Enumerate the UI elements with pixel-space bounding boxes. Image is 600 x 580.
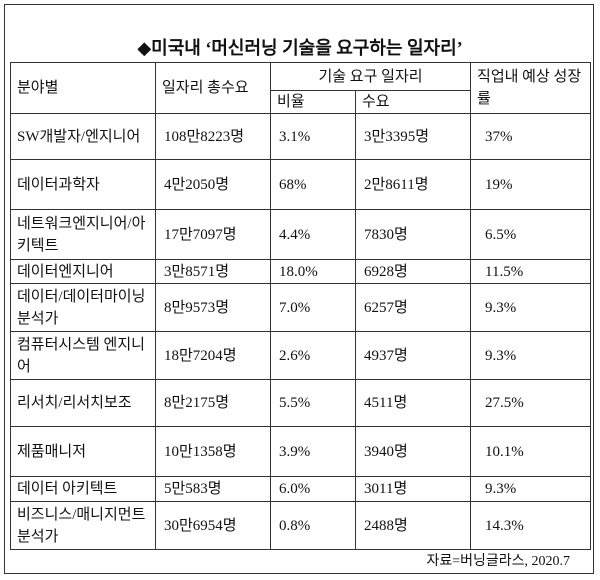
table-cell: 4만2050명 [155, 159, 271, 210]
table-cell: 9.3% [470, 331, 592, 380]
table-cell: 5.5% [270, 379, 356, 427]
table-cell: 27.5% [470, 379, 592, 427]
table-cell: 3만3395명 [354, 113, 472, 160]
header-cell: 일자리 총수요 [155, 62, 271, 114]
table-body: SW개발자/엔지니어 108만8223명 3.1% 3만3395명 37% 데이터과학자 4… [10, 113, 592, 550]
table-cell: 8만2175명 [155, 379, 271, 427]
table-row: 네트워크엔지니어/아키텍트 17만7097명 4.4% 7830명 6.5% [10, 209, 592, 260]
table-cell: 6257명 [354, 283, 472, 332]
table-cell: 데이터 아키텍트 [10, 476, 156, 502]
table-cell: 네트워크엔지니어/아키텍트 [10, 209, 156, 260]
table-row: SW개발자/엔지니어 108만8223명 3.1% 3만3395명 37% [10, 113, 592, 160]
table-cell: 7.0% [270, 283, 356, 332]
table-cell: 2488명 [354, 501, 472, 550]
table-cell: 68% [270, 159, 356, 210]
frame [4, 4, 594, 574]
jobs-table: 분야별 일자리 총수요 기술 요구 일자리 직업내 예상 성장률 비율 수요 S… [10, 62, 592, 550]
header-cell: 비율 [270, 90, 356, 114]
table-cell: 9.3% [470, 476, 592, 502]
table-cell: 컴퓨터시스템 엔지니어 [10, 331, 156, 380]
table-row: 리서치/리서치보조 8만2175명 5.5% 4511명 27.5% [10, 379, 592, 427]
table-row: 데이터엔지니어 3만8571명 18.0% 6928명 11.5% [10, 259, 592, 284]
table-cell: 18.0% [270, 259, 356, 284]
table-cell: 10만1358명 [155, 426, 271, 477]
table-cell: 14.3% [470, 501, 592, 550]
table-row: 비즈니스/매니지먼트 분석가 30만6954명 0.8% 2488명 14.3% [10, 501, 592, 550]
table-cell: 데이터/데이터마이닝 분석가 [10, 283, 156, 332]
table-cell: 3만8571명 [155, 259, 271, 284]
table-cell: 2.6% [270, 331, 356, 380]
table-cell: 6.0% [270, 476, 356, 502]
table-cell: 5만583명 [155, 476, 271, 502]
table-cell: 10.1% [470, 426, 592, 477]
table-cell: 30만6954명 [155, 501, 271, 550]
table-cell: 18만7204명 [155, 331, 271, 380]
table-row: 컴퓨터시스템 엔지니어 18만7204명 2.6% 4937명 9.3% [10, 331, 592, 380]
table-cell: 3011명 [354, 476, 472, 502]
table-cell: 4.4% [270, 209, 356, 260]
table-cell: 4937명 [354, 331, 472, 380]
table-cell: 108만8223명 [155, 113, 271, 160]
source: 자료=버닝글라스, 2020.7 [426, 554, 570, 569]
table-row: 데이터/데이터마이닝 분석가 8만9573명 7.0% 6257명 9.3% [10, 283, 592, 332]
table-row: 데이터과학자 4만2050명 68% 2만8611명 19% [10, 159, 592, 210]
table-cell: 2만8611명 [354, 159, 472, 210]
table-cell: 0.8% [270, 501, 356, 550]
table-cell: 9.3% [470, 283, 592, 332]
table-row: 제품매니저 10만1358명 3.9% 3940명 10.1% [10, 426, 592, 477]
table-cell: 8만9573명 [155, 283, 271, 332]
table-cell: 비즈니스/매니지먼트 분석가 [10, 501, 156, 550]
table-cell: 17만7097명 [155, 209, 271, 260]
table-cell: 11.5% [470, 259, 592, 284]
table-cell: 데이터엔지니어 [10, 259, 156, 284]
table-row: 데이터 아키텍트 5만583명 6.0% 3011명 9.3% [10, 476, 592, 502]
table-cell: 6.5% [470, 209, 592, 260]
header-cell: 분야별 [10, 62, 156, 114]
table-cell: 7830명 [354, 209, 472, 260]
header-cell: 기술 요구 일자리 [269, 62, 472, 91]
table-cell: 제품매니저 [10, 426, 156, 477]
table-cell: SW개발자/엔지니어 [10, 113, 156, 160]
table-cell: 3.1% [270, 113, 356, 160]
title: ◆미국내 ‘머신러닝 기술을 요구하는 일자리’ [137, 38, 463, 58]
table-cell: 3.9% [270, 426, 356, 477]
table-cell: 37% [470, 113, 592, 160]
header-cell: 직업내 예상 성장률 [470, 62, 592, 114]
table-cell: 4511명 [354, 379, 472, 427]
table-cell: 리서치/리서치보조 [10, 379, 156, 427]
table-cell: 데이터과학자 [10, 159, 156, 210]
table-cell: 19% [470, 159, 592, 210]
table-cell: 6928명 [354, 259, 472, 284]
table-cell: 3940명 [354, 426, 472, 477]
header-cell: 수요 [354, 90, 472, 114]
